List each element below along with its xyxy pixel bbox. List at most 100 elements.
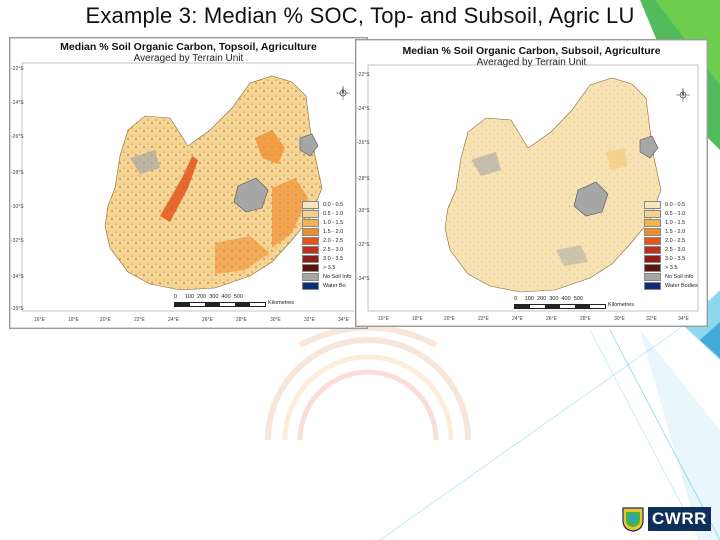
lat-tick: -30°S: [11, 204, 24, 210]
lon-tick: 20°E: [100, 317, 111, 323]
legend-label: 0.5 - 1.0: [665, 210, 686, 217]
scale-bar-labels: 0 100 200 300 400 500: [174, 294, 243, 300]
lat-tick: -28°S: [357, 176, 370, 182]
scale-tick: 100: [184, 294, 194, 300]
lat-tick: -30°S: [357, 208, 370, 214]
legend-item: 2.5 - 3.0: [302, 245, 351, 254]
legend-item: Water Bo: [302, 281, 351, 290]
legend-item: > 3.5: [302, 263, 351, 272]
scale-tick: 500: [573, 296, 583, 302]
legend-item: Water Bodies: [644, 281, 698, 290]
lon-tick: 32°E: [304, 317, 315, 323]
north-arrow-icon: [336, 86, 350, 100]
legend-item: 0.5 - 1.0: [644, 209, 698, 218]
legend-swatch: [302, 272, 319, 281]
legend-swatch: [644, 281, 661, 290]
scale-unit: Kilometres: [608, 302, 634, 308]
legend-label: No Soil Info: [665, 273, 694, 280]
legend-swatch: [644, 263, 661, 272]
lon-tick: 34°E: [678, 316, 689, 322]
legend-swatch: [302, 245, 319, 254]
lat-tick: -35°S: [11, 306, 24, 312]
south-africa-outline: [104, 75, 323, 291]
legend-swatch: [302, 209, 319, 218]
legend-item: 2.0 - 2.5: [302, 236, 351, 245]
scale-tick: 300: [549, 296, 559, 302]
lat-tick: -32°S: [11, 238, 24, 244]
topsoil-map-graphic: [10, 38, 367, 328]
legend-swatch: [644, 227, 661, 236]
lon-tick: 30°E: [270, 317, 281, 323]
scale-tick: 500: [233, 294, 243, 300]
cwrr-emblem-icon: [622, 507, 644, 532]
lat-tick: -32°S: [357, 242, 370, 248]
legend-label: 3.0 - 3.5: [665, 255, 686, 262]
scale-bar: [514, 304, 606, 309]
legend-item: 1.0 - 1.5: [644, 218, 698, 227]
lon-tick: 26°E: [546, 316, 557, 322]
legend-swatch: [302, 218, 319, 227]
legend-label: 1.0 - 1.5: [323, 219, 344, 226]
lat-tick: -24°S: [11, 100, 24, 106]
lon-tick: 30°E: [614, 316, 625, 322]
legend-label: 0.5 - 1.0: [323, 210, 344, 217]
legend-swatch: [644, 236, 661, 245]
lat-tick: -26°S: [357, 140, 370, 146]
map-title: Median % Soil Organic Carbon, Topsoil, A…: [60, 41, 317, 53]
lon-tick: 34°E: [338, 317, 349, 323]
lon-tick: 32°E: [646, 316, 657, 322]
legend-swatch: [644, 218, 661, 227]
map-title: Median % Soil Organic Carbon, Subsoil, A…: [402, 45, 661, 57]
legend-label: > 3.5: [323, 264, 336, 271]
scale-tick: 200: [196, 294, 207, 300]
legend-swatch: [302, 236, 319, 245]
legend-item: 2.5 - 3.0: [644, 245, 698, 254]
lon-tick: 28°E: [580, 316, 591, 322]
lon-tick: 16°E: [378, 316, 389, 322]
legend-label: 0.0 - 0.5: [323, 201, 344, 208]
legend-swatch: [302, 263, 319, 272]
legend-item: 1.5 - 2.0: [302, 227, 351, 236]
map-legend: 0.0 - 0.5 0.5 - 1.0 1.0 - 1.5 1.5 - 2.0 2.0 …: [302, 200, 351, 290]
scale-tick: 300: [209, 294, 219, 300]
subsoil-map-panel: Median % Soil Organic Carbon, Subsoil, A…: [355, 39, 708, 327]
scale-tick: 400: [561, 296, 571, 302]
lon-tick: 28°E: [236, 317, 247, 323]
legend-swatch: [644, 254, 661, 263]
lat-tick: -34°S: [357, 276, 370, 282]
map-legend: 0.0 - 0.5 0.5 - 1.0 1.0 - 1.5 1.5 - 2.0 2.0 …: [644, 200, 698, 290]
legend-label: > 3.5: [665, 264, 678, 271]
scale-unit: Kilometres: [268, 300, 294, 306]
legend-swatch: [302, 254, 319, 263]
scale-tick: 100: [524, 296, 534, 302]
legend-label: 3.0 - 3.5: [323, 255, 344, 262]
legend-item: 3.0 - 3.5: [644, 254, 698, 263]
legend-item: 3.0 - 3.5: [302, 254, 351, 263]
legend-item: > 3.5: [644, 263, 698, 272]
legend-label: No Soil Info: [323, 273, 352, 280]
logo-text: CWRR: [648, 507, 711, 531]
legend-item: 0.5 - 1.0: [302, 209, 351, 218]
lon-tick: 18°E: [412, 316, 423, 322]
legend-label: Water Bodies: [665, 282, 698, 289]
legend-label: 2.0 - 2.5: [665, 237, 686, 244]
scale-tick: 0: [174, 294, 178, 300]
lat-tick: -22°S: [357, 72, 370, 78]
legend-item: 1.0 - 1.5: [302, 218, 351, 227]
lat-tick: -34°S: [11, 274, 24, 280]
legend-swatch: [644, 200, 661, 209]
south-africa-outline: [444, 77, 662, 293]
legend-label: Water Bo: [323, 282, 346, 289]
legend-swatch: [302, 200, 319, 209]
lat-tick: -26°S: [11, 134, 24, 140]
legend-swatch: [644, 209, 661, 218]
scale-bar: [174, 302, 266, 307]
scale-tick: 200: [536, 296, 547, 302]
north-arrow-icon: [676, 88, 690, 102]
legend-item: 0.0 - 0.5: [644, 200, 698, 209]
lon-tick: 20°E: [444, 316, 455, 322]
lon-tick: 24°E: [512, 316, 523, 322]
legend-label: 1.5 - 2.0: [323, 228, 344, 235]
legend-label: 1.5 - 2.0: [665, 228, 686, 235]
legend-swatch: [644, 272, 661, 281]
